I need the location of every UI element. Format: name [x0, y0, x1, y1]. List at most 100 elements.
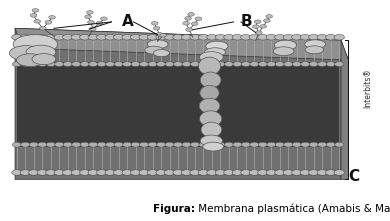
Circle shape [46, 170, 56, 175]
Circle shape [181, 34, 192, 40]
Circle shape [266, 15, 273, 18]
Circle shape [318, 62, 327, 67]
Circle shape [183, 21, 190, 25]
Ellipse shape [206, 41, 228, 51]
Text: Membrana plasmática (Amabis & Martho, 2001.): Membrana plasmática (Amabis & Martho, 20… [195, 203, 390, 214]
Circle shape [72, 142, 81, 147]
Polygon shape [341, 40, 349, 179]
Ellipse shape [200, 111, 222, 127]
Text: Figura:: Figura: [153, 204, 195, 214]
Ellipse shape [200, 135, 223, 146]
Circle shape [292, 34, 302, 40]
Circle shape [12, 170, 22, 175]
Circle shape [62, 170, 73, 175]
Circle shape [207, 142, 216, 147]
Circle shape [258, 34, 268, 40]
Circle shape [233, 142, 242, 147]
Circle shape [46, 34, 56, 40]
Circle shape [140, 142, 149, 147]
Circle shape [190, 142, 200, 147]
Circle shape [199, 142, 208, 147]
Circle shape [46, 142, 55, 147]
Circle shape [153, 27, 160, 30]
Circle shape [122, 170, 132, 175]
Circle shape [309, 142, 318, 147]
Circle shape [215, 34, 226, 40]
Circle shape [224, 170, 234, 175]
Circle shape [258, 62, 268, 67]
Ellipse shape [203, 142, 223, 151]
Circle shape [284, 62, 293, 67]
Ellipse shape [153, 50, 170, 57]
Circle shape [156, 34, 166, 40]
Circle shape [72, 62, 81, 67]
Circle shape [80, 34, 90, 40]
Circle shape [334, 34, 344, 40]
Circle shape [252, 25, 259, 29]
Circle shape [151, 21, 158, 25]
Circle shape [241, 34, 251, 40]
Circle shape [147, 34, 158, 40]
Circle shape [20, 34, 30, 40]
Circle shape [71, 170, 82, 175]
Circle shape [89, 142, 98, 147]
Circle shape [275, 34, 285, 40]
Circle shape [266, 170, 277, 175]
Circle shape [32, 9, 39, 12]
Ellipse shape [32, 53, 56, 65]
Circle shape [96, 21, 103, 25]
Circle shape [255, 31, 262, 34]
Circle shape [195, 17, 202, 21]
Circle shape [190, 170, 200, 175]
Circle shape [130, 34, 141, 40]
Circle shape [30, 13, 37, 17]
Circle shape [241, 142, 250, 147]
Circle shape [85, 15, 91, 19]
Circle shape [309, 62, 318, 67]
Circle shape [190, 34, 200, 40]
Circle shape [38, 62, 47, 67]
Circle shape [20, 170, 30, 175]
Circle shape [113, 34, 124, 40]
Circle shape [28, 170, 39, 175]
Ellipse shape [305, 40, 326, 49]
Circle shape [233, 62, 242, 67]
Circle shape [114, 142, 123, 147]
Circle shape [139, 34, 149, 40]
Circle shape [300, 170, 310, 175]
Circle shape [54, 34, 64, 40]
Circle shape [190, 62, 200, 67]
Circle shape [21, 62, 30, 67]
Circle shape [101, 17, 107, 21]
Ellipse shape [26, 45, 56, 59]
Circle shape [232, 170, 243, 175]
Circle shape [38, 142, 47, 147]
Circle shape [283, 34, 294, 40]
Circle shape [131, 142, 140, 147]
Circle shape [54, 170, 64, 175]
Circle shape [260, 25, 267, 28]
Circle shape [241, 62, 250, 67]
Circle shape [89, 62, 98, 67]
Circle shape [39, 27, 46, 30]
Ellipse shape [200, 51, 223, 63]
Text: B: B [241, 14, 252, 29]
Circle shape [96, 34, 107, 40]
Circle shape [173, 34, 183, 40]
Circle shape [21, 142, 30, 147]
Circle shape [122, 62, 132, 67]
Circle shape [275, 170, 285, 175]
Ellipse shape [200, 85, 219, 101]
Circle shape [140, 62, 149, 67]
Circle shape [185, 17, 191, 20]
Ellipse shape [147, 40, 168, 49]
Circle shape [174, 142, 183, 147]
Circle shape [106, 62, 115, 67]
Circle shape [131, 62, 140, 67]
Circle shape [326, 170, 336, 175]
Circle shape [156, 142, 166, 147]
Circle shape [160, 33, 167, 37]
Circle shape [207, 62, 216, 67]
Circle shape [12, 62, 21, 67]
Circle shape [164, 34, 175, 40]
